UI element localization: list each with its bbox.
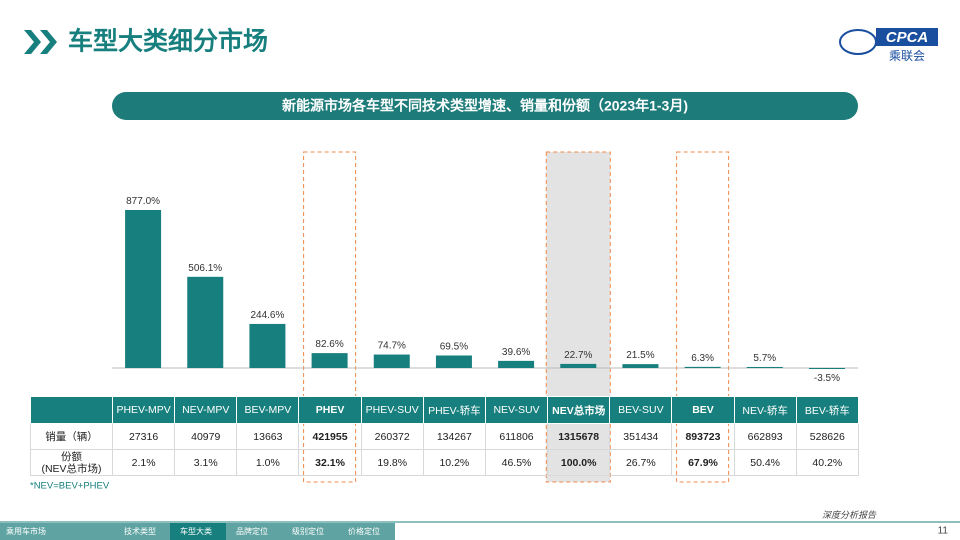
nav-active [170,523,226,540]
footnote: *NEV=BEV+PHEV [30,481,110,492]
table-cell: 260372 [360,423,424,450]
table-cell: 40.2% [795,449,859,476]
bar [311,353,348,368]
column-header: NEV-MPV [174,396,238,424]
nav-tab: 技术类型 [124,526,156,536]
bar [622,364,659,368]
nav-tab: 品牌定位 [236,526,268,536]
table-cell: 10.2% [422,449,486,476]
table-row: 销量（辆） 27316 40979 13663 421955 260372 134267 61… [30,423,859,450]
bar [187,276,224,368]
nav-tab: 车型大类 [180,526,212,536]
data-label: 21.5% [626,350,654,361]
column-header: PHEV-SUV [360,396,424,424]
table-cell: 662893 [733,423,797,450]
table-cell: 26.7% [609,449,673,476]
data-label: 69.5% [440,341,468,352]
chart-title-bar [112,92,858,120]
bar [125,210,162,368]
table-cell: 3.1% [174,449,238,476]
column-header: NEV总市场 [547,396,611,424]
data-label: 506.1% [188,263,222,274]
chart-title: 新能源市场各车型不同技术类型增速、销量和份额（2023年1-3月) [282,98,688,114]
logo-box [876,28,938,46]
data-table: PHEV-MPV NEV-MPV BEV-MPV PHEV PHEV-SUV PHEV-轿… [30,396,859,476]
corner-cell [30,396,113,424]
data-label: 5.7% [753,353,776,364]
nav-tab: 级别定位 [292,526,324,536]
data-label: -3.5% [814,373,840,384]
table-cell: 2.1% [111,449,176,476]
page-title: 车型大类细分市场 [68,27,268,56]
table-cell: 46.5% [484,449,549,476]
table-cell: 32.1% [298,449,362,476]
header-row: PHEV-MPV NEV-MPV BEV-MPV PHEV PHEV-SUV PHEV-轿… [30,396,859,424]
data-label: 39.6% [502,347,530,358]
table-cell: 611806 [484,423,549,450]
column-header: PHEV [298,396,362,424]
row-label: 销量（辆） [30,423,113,450]
highlight-frame [303,151,357,483]
bar [684,366,721,368]
bar [560,363,597,368]
nav-tab: 价格定位 [348,526,380,536]
table-cell: 27316 [111,423,176,450]
footer: 深度分析报告 [822,510,877,520]
table-cell: 1.0% [236,449,300,476]
table-cell: 19.8% [360,449,424,476]
column-header: BEV-SUV [609,396,673,424]
table-cell: 421955 [298,423,362,450]
column-header: BEV-轿车 [795,396,859,424]
column-header: BEV [671,396,735,424]
table-cell: 134267 [422,423,486,450]
data-label: 22.7% [564,350,592,361]
bar [808,368,845,369]
data-label: 6.3% [691,353,714,364]
row-label-text: (NEV总市场) [41,462,102,475]
data-label: 82.6% [315,339,343,350]
table-cell: 893723 [671,423,735,450]
data-label: 244.6% [250,310,284,321]
bar [498,360,535,368]
nav-tab: 乘用车市场 [6,526,46,536]
bar [373,354,410,368]
bar [249,323,286,368]
table-cell: 40979 [174,423,238,450]
row-label-text: 份额 [61,450,82,463]
logo-text: CPCA [886,29,929,46]
table: PHEV-MPV NEV-MPV BEV-MPV PHEV PHEV-SUV PHEV-轿… [30,396,859,476]
page-number: 11 [938,526,949,537]
table-cell: 1315678 [547,423,611,450]
bar [435,355,472,368]
chevrons [24,30,57,54]
column-header: PHEV-轿车 [422,396,486,424]
table-cell: 50.4% [733,449,797,476]
column-header: BEV-MPV [236,396,300,424]
table-cell: 67.9% [671,449,735,476]
data-label: 877.0% [126,196,160,207]
table-cell: 13663 [236,423,300,450]
table-cell: 100.0% [547,449,611,476]
bar [746,366,783,368]
column-header: NEV-轿车 [733,396,797,424]
table-cell: 351434 [609,423,673,450]
table-cell: 528626 [795,423,859,450]
nav-tab: 企业竞争 [404,526,436,536]
data-label: 74.7% [378,341,406,352]
logo-sub: 乘联会 [889,49,925,63]
highlight-frame [676,151,730,483]
row-label: 份额 (NEV总市场) [30,449,113,476]
row-label-text: 销量（辆） [45,430,98,443]
column-header: NEV-SUV [484,396,549,424]
column-header: PHEV-MPV [111,396,176,424]
table-row: 份额 (NEV总市场) 2.1% 3.1% 1.0% 32.1% 19.8% 10.2% 46.… [30,449,859,476]
logo-mark [839,29,877,55]
